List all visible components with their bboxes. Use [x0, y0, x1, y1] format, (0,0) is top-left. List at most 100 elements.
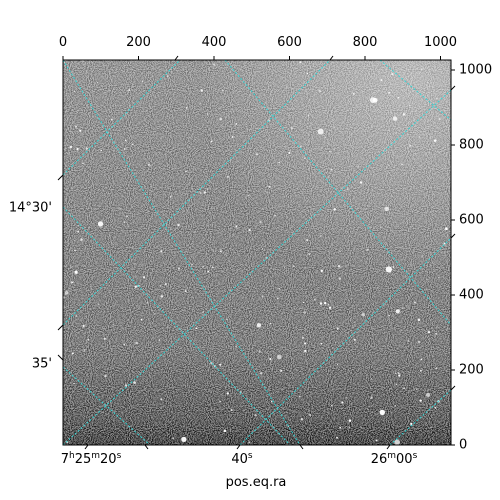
star — [147, 163, 151, 166]
star — [76, 111, 78, 113]
star — [397, 372, 400, 375]
star — [166, 75, 169, 77]
right-tick-label: 800 — [459, 137, 484, 153]
star — [417, 318, 421, 322]
star — [119, 207, 121, 210]
star — [76, 148, 79, 151]
right-tick-label: 200 — [459, 362, 484, 378]
star — [419, 399, 422, 402]
star — [434, 406, 437, 409]
star — [317, 128, 324, 135]
star — [248, 229, 251, 232]
star — [77, 225, 79, 227]
star — [112, 243, 114, 245]
star — [303, 311, 306, 314]
grid-line — [63, 60, 301, 445]
star — [401, 163, 403, 166]
star — [73, 240, 76, 242]
ra-tick — [386, 444, 391, 450]
star — [388, 91, 391, 94]
star — [427, 331, 431, 334]
star — [288, 151, 291, 154]
star — [435, 332, 438, 336]
star — [278, 161, 280, 164]
star — [254, 413, 257, 417]
star — [274, 214, 276, 217]
star — [82, 324, 85, 328]
star — [328, 306, 332, 310]
right-tick-label: 600 — [459, 212, 484, 228]
star — [202, 311, 204, 313]
star — [302, 301, 305, 304]
grid-line — [63, 60, 331, 326]
star — [394, 439, 401, 445]
star — [388, 314, 391, 317]
star — [370, 396, 373, 400]
dec-tick-label: 14°30' — [8, 200, 52, 216]
coordinate-grid — [63, 60, 451, 445]
star — [79, 129, 82, 132]
star — [375, 439, 378, 442]
star — [333, 126, 336, 129]
star — [421, 255, 423, 257]
star — [211, 266, 214, 269]
star — [160, 398, 163, 401]
star — [207, 270, 210, 273]
ra-tick-label: 40s — [231, 451, 253, 467]
star — [306, 72, 309, 75]
star — [335, 436, 339, 439]
star — [97, 81, 99, 84]
star — [74, 270, 78, 274]
grid-line — [379, 60, 451, 121]
star — [409, 144, 412, 147]
star — [262, 248, 264, 250]
star — [347, 188, 349, 190]
star — [97, 221, 104, 227]
dec-tick — [450, 233, 456, 239]
star — [384, 206, 389, 211]
star — [271, 400, 273, 403]
star — [110, 118, 113, 121]
x-axis-label: pos.eq.ra — [225, 475, 287, 490]
ra-tick — [84, 444, 89, 450]
star — [159, 285, 162, 287]
star — [320, 342, 323, 345]
star — [235, 345, 238, 348]
star — [308, 413, 312, 417]
star — [418, 136, 420, 138]
star — [344, 190, 346, 192]
star — [259, 221, 262, 224]
star — [146, 301, 149, 304]
star — [284, 266, 286, 268]
star — [131, 143, 134, 145]
star — [160, 250, 163, 253]
star — [276, 354, 282, 360]
star — [128, 89, 131, 92]
star — [339, 251, 341, 253]
star — [394, 372, 397, 375]
star — [142, 80, 144, 82]
star — [385, 266, 393, 273]
star — [269, 323, 272, 325]
star — [324, 136, 326, 138]
star — [181, 436, 187, 443]
star — [194, 138, 196, 140]
grid-line — [389, 389, 451, 445]
star — [202, 265, 204, 268]
star — [85, 147, 88, 150]
grid-line — [239, 237, 451, 445]
star — [299, 61, 302, 64]
star — [210, 140, 213, 143]
dec-tick — [57, 174, 64, 181]
star — [417, 340, 421, 343]
star — [443, 242, 446, 245]
star — [203, 191, 207, 194]
star — [219, 400, 221, 403]
ra-tick — [174, 55, 179, 61]
star — [255, 153, 259, 156]
star — [177, 267, 180, 270]
star — [133, 381, 136, 384]
star — [445, 227, 448, 230]
star — [307, 114, 310, 117]
